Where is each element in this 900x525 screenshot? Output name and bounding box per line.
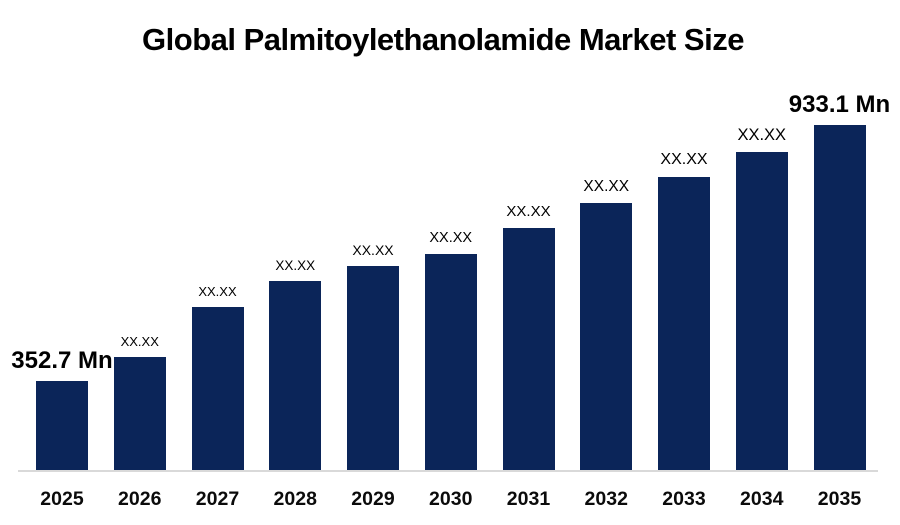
bar-group: 352.7 Mn	[0, 0, 124, 470]
bar-group: XX.XX	[311, 0, 435, 470]
bar	[113, 357, 166, 470]
x-axis-tick-label: 2035	[817, 488, 862, 510]
x-axis-line	[18, 470, 878, 472]
bar-value-label: XX.XX	[583, 177, 630, 195]
bar-value-label: XX.XX	[660, 151, 708, 169]
x-axis-tick-label: 2028	[273, 488, 317, 510]
bar-group: XX.XX	[544, 0, 668, 470]
bar-group: XX.XX	[622, 0, 746, 470]
bar-value-label: 352.7 Mn	[11, 346, 113, 374]
x-axis-tick-label: 2031	[506, 488, 551, 510]
bar	[36, 381, 88, 470]
bar	[424, 254, 477, 470]
x-axis-tick-label: 2029	[351, 488, 395, 510]
bar-group: XX.XX	[78, 0, 202, 470]
x-axis-tick-label: 2032	[584, 488, 628, 510]
bar	[813, 125, 866, 470]
x-axis-tick-label: 2033	[662, 488, 706, 510]
bar	[347, 266, 399, 470]
x-axis-tick-label: 2026	[118, 488, 162, 510]
x-axis-tick-label: 2030	[429, 488, 473, 510]
bar	[735, 152, 788, 470]
bar-value-label: XX.XX	[120, 334, 159, 350]
bar-value-label: XX.XX	[737, 125, 787, 144]
bar-group: XX.XX	[389, 0, 513, 470]
x-axis-tick-label: 2034	[740, 488, 784, 510]
bar-value-label: XX.XX	[275, 257, 316, 273]
bar-value-label: XX.XX	[429, 229, 473, 246]
bar	[658, 177, 710, 470]
chart-title: Global Palmitoylethanolamide Market Size	[142, 22, 744, 57]
bar-group: XX.XX	[233, 0, 357, 470]
x-axis-tick-label: 2027	[195, 488, 240, 510]
bar	[191, 307, 244, 470]
bar	[502, 228, 555, 470]
bar-value-label: XX.XX	[506, 203, 551, 221]
bar-group: XX.XX	[467, 0, 591, 470]
bar-group: 933.1 Mn	[778, 0, 900, 470]
bar	[269, 281, 322, 470]
bar-value-label: 933.1 Mn	[788, 90, 891, 118]
bar-group: XX.XX	[700, 0, 824, 470]
x-axis-tick-label: 2025	[40, 488, 84, 510]
bar-group: XX.XX	[156, 0, 280, 470]
bar-value-label: XX.XX	[352, 242, 394, 259]
bar-value-label: XX.XX	[198, 284, 237, 300]
bar	[580, 203, 633, 470]
